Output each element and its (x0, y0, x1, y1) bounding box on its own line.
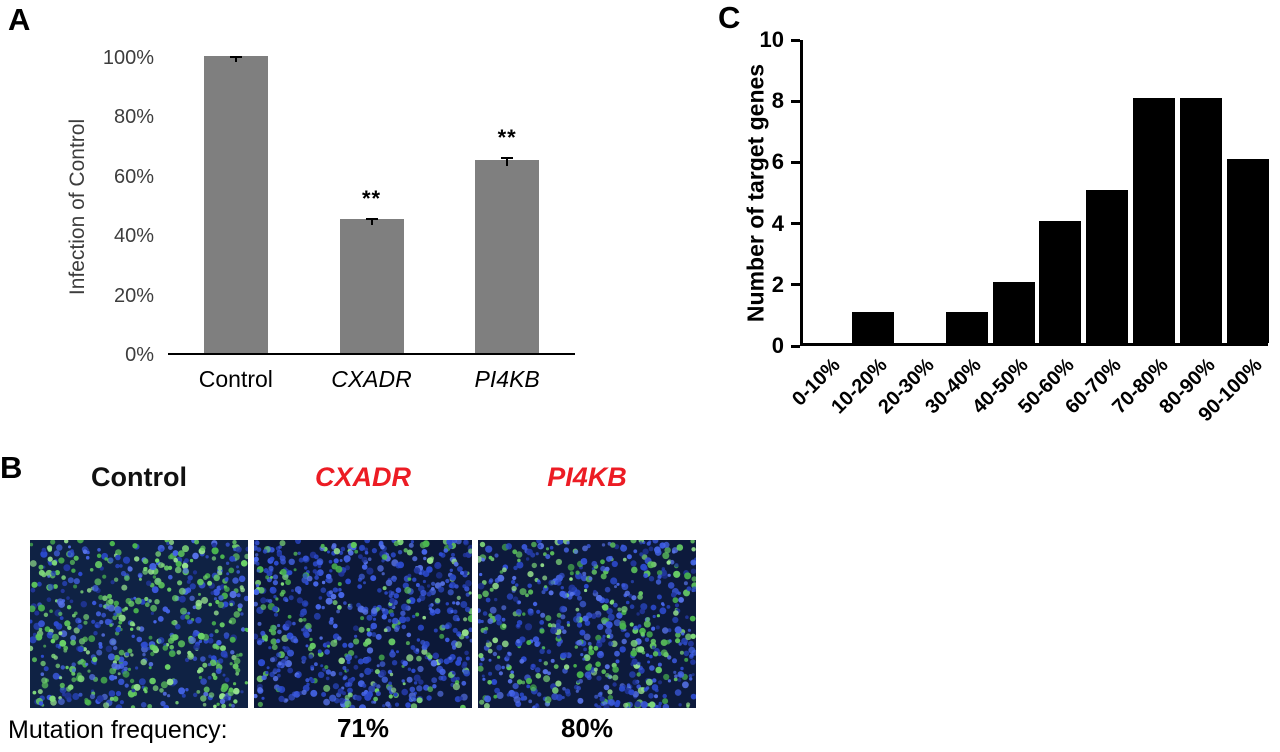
panel-a-label: A (8, 2, 31, 37)
error-bar-cap (365, 218, 378, 221)
panel-c-tick-mark (791, 160, 800, 164)
infection-bar-control (203, 56, 268, 353)
panel-c-tick-mark (791, 283, 800, 287)
target-genes-bar (1086, 190, 1129, 343)
target-genes-bar (1039, 220, 1082, 343)
target-genes-bar (1133, 98, 1175, 343)
error-bar (370, 218, 373, 226)
panel-b-header-control: Control (91, 462, 187, 492)
panel-c-tick-mark (791, 344, 800, 348)
panel-c-tick-mark (791, 38, 800, 42)
mutation-frequency-value-pi4kb: 80% (560, 713, 614, 743)
panel-b-header-cxadr: CXADR (314, 462, 411, 492)
infection-bar-pi4kb (475, 159, 540, 353)
panel-a-category-label: PI4KB (474, 366, 540, 392)
target-genes-bar (1179, 98, 1222, 343)
error-bar-cap (229, 55, 242, 58)
panel-a-ytick-label: 20% (113, 284, 154, 307)
significance-stars: ** (361, 186, 382, 212)
infection-bar-cxadr (339, 219, 404, 353)
panel-a-y-axis-title: Infection of Control (66, 118, 89, 296)
cxadr-micrograph-image (254, 540, 472, 708)
error-bar (506, 157, 509, 166)
panel-c-label: C (718, 0, 741, 35)
panel-b-label: B (0, 450, 23, 485)
target-genes-bar (992, 281, 1035, 343)
panel-c-plot-area (800, 40, 1269, 346)
target-genes-bar (1226, 159, 1269, 343)
panel-c-tick-mark (791, 222, 800, 226)
panel-c-tick-mark (791, 99, 800, 103)
panel-a-ytick-label: 0% (125, 344, 154, 366)
target-genes-bar (852, 312, 895, 343)
panel-a-category-label: Control (198, 366, 273, 392)
panel-c-ytick-label: 6 (771, 149, 784, 175)
panel-a-category-label: CXADR (331, 366, 412, 392)
panel-a-ytick-label: 60% (113, 165, 154, 188)
mutation-frequency-label: Mutation frequency: (8, 716, 228, 744)
micrograph-svg (478, 540, 696, 708)
panel-c-ytick-label: 2 (771, 271, 784, 297)
error-bar-cap (501, 157, 514, 160)
panel-c-ytick-label: 8 (771, 88, 784, 114)
panel-a-plot-area: ** ** (168, 55, 575, 355)
panel-c-ytick-label: 0 (771, 333, 784, 358)
mutation-frequency-value-cxadr: 71% (336, 713, 390, 743)
significance-stars: ** (497, 125, 517, 151)
micrograph-svg (30, 540, 248, 708)
control-micrograph-image (30, 540, 248, 708)
panel-c-ytick-label: 4 (771, 210, 784, 236)
pi4kb-micrograph-image (478, 540, 696, 708)
panel-c-ytick-label: 10 (759, 27, 784, 52)
panel-a-ytick-label: 100% (102, 47, 154, 69)
micrograph-svg (254, 540, 472, 708)
panel-a-ytick-label: 40% (113, 225, 154, 248)
target-genes-bar (945, 312, 988, 343)
error-bar (234, 55, 237, 62)
panel-b-header-pi4kb: PI4KB (547, 462, 627, 492)
panel-a-ytick-label: 80% (113, 106, 154, 129)
